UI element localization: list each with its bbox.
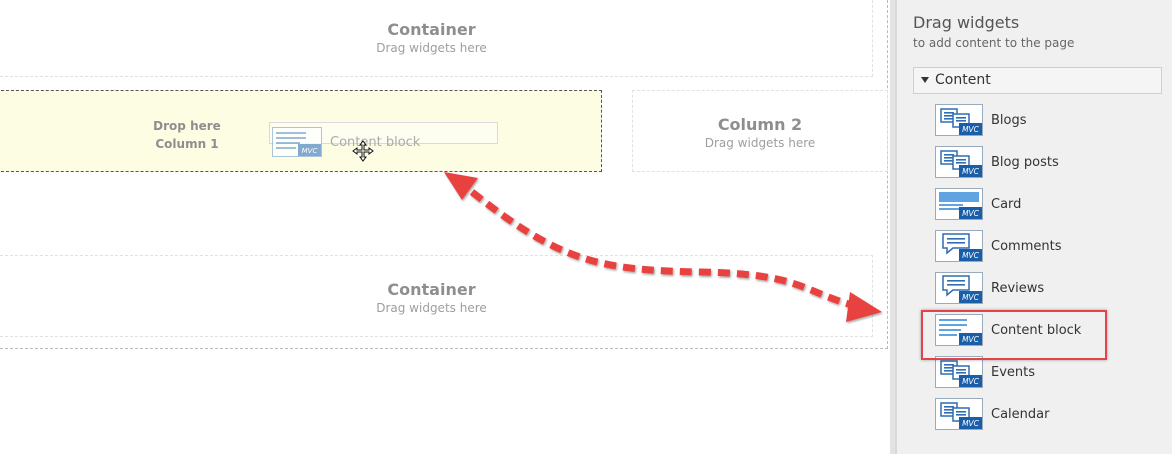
svg-text:MVC: MVC <box>962 125 980 134</box>
column-2-subtitle: Drag widgets here <box>704 136 816 150</box>
highlight-box <box>921 310 1107 360</box>
svg-text:MVC: MVC <box>962 209 980 218</box>
dragged-widget-ghost[interactable] <box>269 122 498 144</box>
panel-subtitle: to add content to the page <box>913 36 1075 50</box>
svg-text:MVC: MVC <box>302 147 318 155</box>
container-subtitle: Drag widgets here <box>376 301 487 315</box>
drop-zone-text: Drop here Column 1 <box>151 117 223 153</box>
events-icon: MVC <box>935 356 983 388</box>
card-icon: MVC <box>935 188 983 220</box>
widget-label: Content block <box>991 323 1082 338</box>
svg-text:MVC: MVC <box>962 293 980 302</box>
page-canvas: Container Drag widgets here Drop here Co… <box>0 0 888 349</box>
section-label: Content <box>935 72 991 88</box>
container-top-placeholder[interactable]: Container Drag widgets here <box>0 0 873 77</box>
widget-item[interactable]: MVC Calendar <box>935 398 1155 432</box>
widget-item[interactable]: MVC Blog posts <box>935 146 1155 180</box>
comments-icon: MVC <box>935 230 983 262</box>
column-2-placeholder[interactable]: Column 2 Drag widgets here <box>632 90 888 172</box>
blog-posts-icon: MVC <box>935 146 983 178</box>
widget-item[interactable]: MVC Blogs <box>935 104 1155 138</box>
reviews-icon: MVC <box>935 272 983 304</box>
widget-item[interactable]: MVC Comments <box>935 230 1155 264</box>
content-block-icon: MVC <box>272 127 322 157</box>
container-title: Container <box>387 20 476 39</box>
dragged-widget-label: Content block <box>330 135 421 150</box>
widget-item[interactable]: MVC Content block <box>935 314 1155 348</box>
widget-label: Events <box>991 365 1036 380</box>
widget-label: Card <box>991 197 1022 212</box>
container-bottom-placeholder[interactable]: Container Drag widgets here <box>0 255 873 337</box>
svg-text:MVC: MVC <box>962 419 980 428</box>
widget-item[interactable]: MVC Card <box>935 188 1155 222</box>
svg-text:MVC: MVC <box>962 335 980 344</box>
calendar-icon: MVC <box>935 398 983 430</box>
column-2-title: Column 2 <box>717 115 803 134</box>
widget-item[interactable]: MVC Reviews <box>935 272 1155 306</box>
widget-label: Reviews <box>991 281 1045 296</box>
svg-text:MVC: MVC <box>962 251 980 260</box>
widget-label: Blog posts <box>991 155 1059 170</box>
widget-label: Blogs <box>991 113 1027 128</box>
panel-title: Drag widgets <box>913 13 1020 32</box>
move-cursor-icon <box>352 140 374 162</box>
widget-label: Comments <box>991 239 1062 254</box>
layout-frame <box>0 0 888 349</box>
svg-text:MVC: MVC <box>962 167 980 176</box>
content-block-icon: MVC <box>935 314 983 346</box>
widget-label: Calendar <box>991 407 1050 422</box>
content-section-toggle[interactable]: Content <box>913 67 1162 94</box>
widget-item[interactable]: MVC Events <box>935 356 1155 390</box>
svg-text:MVC: MVC <box>962 377 980 386</box>
caret-down-icon <box>921 77 929 83</box>
container-subtitle: Drag widgets here <box>376 41 487 55</box>
drop-here-label: Drop here <box>153 119 221 133</box>
column-1-label: Column 1 <box>155 137 219 151</box>
blogs-icon: MVC <box>935 104 983 136</box>
container-title: Container <box>387 280 476 299</box>
